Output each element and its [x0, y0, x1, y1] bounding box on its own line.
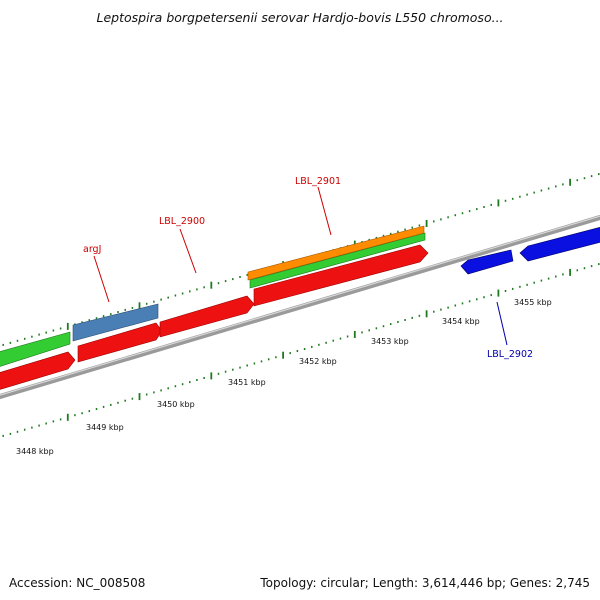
reverse-cds-feature-LBL-2902[interactable] [460, 249, 514, 275]
cds-feature[interactable] [77, 322, 163, 363]
gene-feature-LBL-2901[interactable] [249, 232, 426, 289]
cds-feature-LBL-2900[interactable] [253, 244, 429, 307]
scale-tick-label: 3455 kbp [514, 298, 552, 307]
scale-tick-label: 3454 kbp [442, 317, 480, 326]
gene-label-LBL-2900[interactable]: LBL_2900 [159, 216, 205, 227]
gene-feature[interactable] [0, 331, 71, 368]
map-title: Leptospira borgpetersenii serovar Hardjo… [96, 10, 504, 25]
scale-tick-label: 3451 kbp [228, 378, 266, 387]
cds-feature[interactable] [0, 351, 76, 391]
scale-labels: 3448 kbp 3449 kbp 3450 kbp 3451 kbp 3452… [16, 298, 552, 456]
scale-tick-label: 3449 kbp [86, 423, 124, 432]
scale-tick-label: 3448 kbp [16, 447, 54, 456]
gene-label-LBL-2902[interactable]: LBL_2902 [487, 349, 533, 360]
genome-summary-text: Topology: circular; Length: 3,614,446 bp… [260, 576, 590, 590]
gene-labels: argJ LBL_2900 LBL_2901 LBL_2902 [83, 176, 533, 360]
label-leader-argJ [93, 255, 110, 303]
scale-tick-label: 3453 kbp [371, 337, 409, 346]
cds-feature-argJ[interactable] [159, 295, 255, 338]
scale-tick-label: 3452 kbp [299, 357, 337, 366]
reverse-cds-feature[interactable] [519, 226, 600, 262]
features [0, 186, 600, 400]
backbone-line [0, 214, 600, 400]
misc-feature[interactable] [72, 303, 159, 342]
label-leader-LBL-2900 [179, 228, 197, 274]
gene-label-LBL-2901[interactable]: LBL_2901 [295, 176, 341, 187]
label-leader-LBL-2901 [317, 186, 332, 236]
label-leader-LBL-2902 [496, 301, 508, 346]
scale-tick-label: 3450 kbp [157, 400, 195, 409]
accession-text: Accession: NC_008508 [9, 576, 146, 590]
rna-feature-LBL-2901[interactable] [247, 225, 425, 281]
gene-label-argJ[interactable]: argJ [83, 244, 101, 255]
backbone-highlight [0, 215, 600, 396]
